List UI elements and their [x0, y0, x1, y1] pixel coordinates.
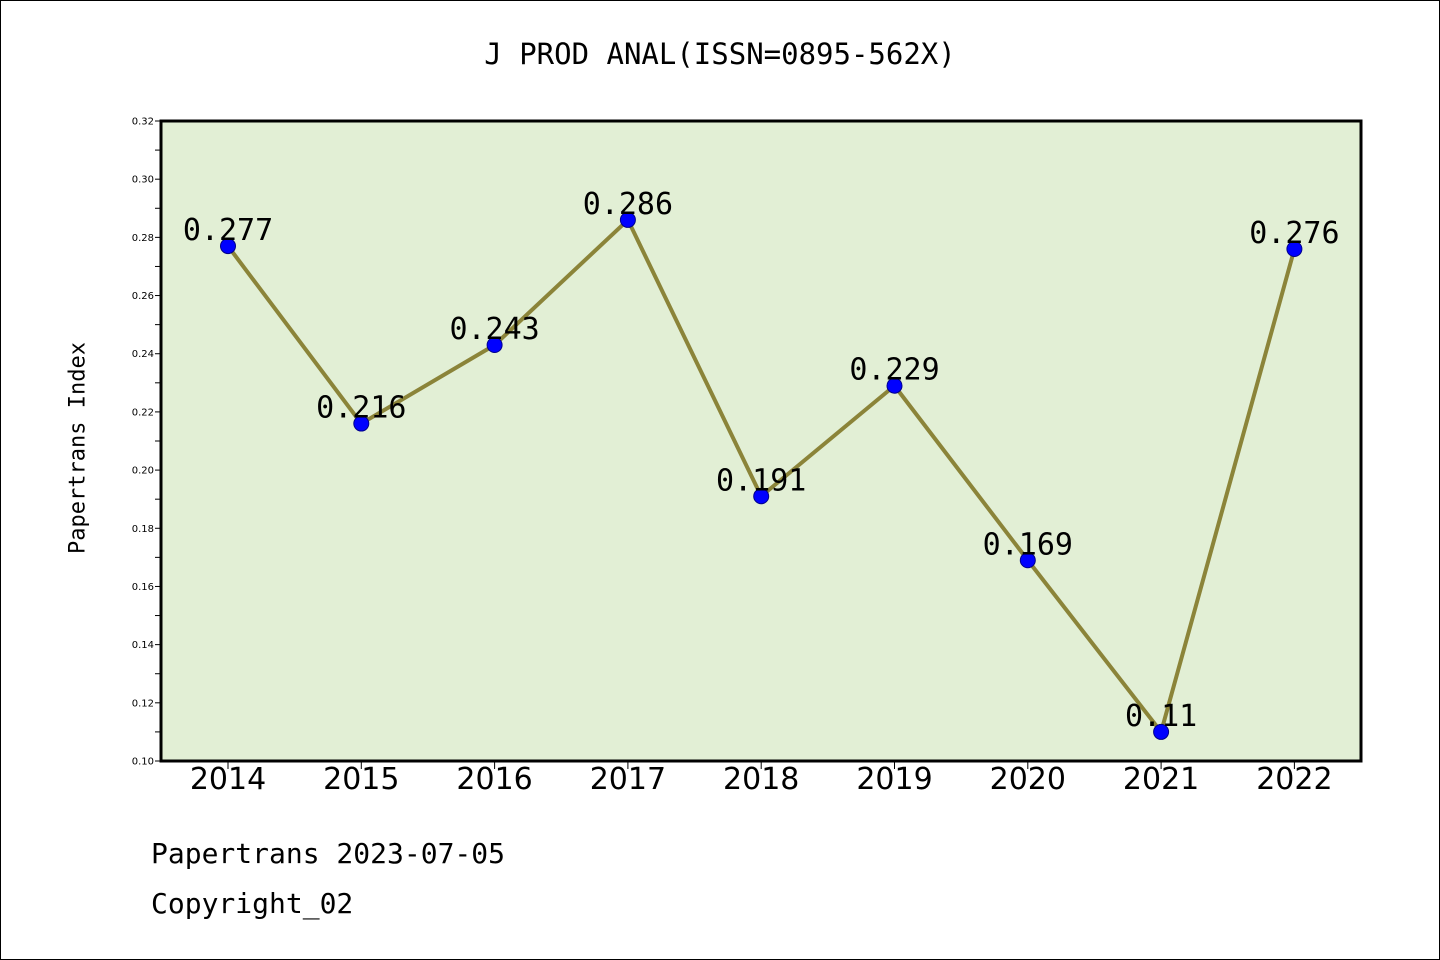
data-label: 0.243 [449, 312, 539, 347]
x-tick-label: 2016 [456, 762, 532, 797]
data-label: 0.169 [983, 527, 1073, 562]
data-label: 0.277 [183, 213, 273, 248]
data-point [220, 238, 236, 255]
y-tick-label: 0.12 [132, 698, 154, 709]
y-tick-label: 0.14 [132, 640, 154, 651]
chart-title: J PROD ANAL(ISSN=0895-562X) [484, 37, 956, 71]
x-tick-label: 2020 [990, 762, 1066, 797]
y-tick-label: 0.28 [132, 233, 154, 244]
y-tick-label: 0.18 [132, 524, 154, 535]
plot-area [161, 121, 1361, 761]
data-point [753, 488, 770, 505]
data-point [1019, 552, 1036, 569]
data-label: 0.216 [316, 391, 406, 426]
data-point [1286, 241, 1303, 257]
footer-copyright: Copyright_02 [151, 887, 354, 920]
x-tick-label: 2018 [723, 762, 799, 797]
data-point [486, 337, 503, 353]
data-point [886, 377, 903, 394]
y-tick-label: 0.10 [132, 757, 154, 768]
x-tick-label: 2021 [1123, 762, 1199, 797]
x-tick-label: 2014 [190, 762, 266, 797]
data-label: 0.276 [1249, 216, 1339, 251]
data-label: 0.286 [583, 187, 673, 222]
x-tick-label: 2017 [590, 762, 666, 797]
x-tick-label: 2019 [856, 762, 932, 797]
data-label: 0.229 [849, 353, 939, 388]
y-tick-label: 0.24 [132, 349, 154, 360]
data-point [619, 211, 636, 228]
y-tick-label: 0.26 [132, 291, 154, 302]
footer-date-stamp: Papertrans 2023-07-05 [151, 837, 506, 870]
y-tick-label: 0.32 [132, 117, 154, 128]
data-label: 0.11 [1125, 699, 1197, 734]
data-point [353, 415, 370, 432]
y-tick-label: 0.20 [132, 466, 154, 477]
x-tick-label: 2022 [1256, 762, 1332, 797]
y-tick-label: 0.16 [132, 582, 154, 593]
data-label: 0.191 [716, 463, 806, 498]
data-point [1153, 723, 1170, 740]
plot-frame [159, 119, 1363, 763]
y-tick-label: 0.30 [132, 175, 154, 186]
y-tick-label: 0.22 [132, 407, 154, 418]
x-tick-label: 2015 [323, 762, 399, 797]
